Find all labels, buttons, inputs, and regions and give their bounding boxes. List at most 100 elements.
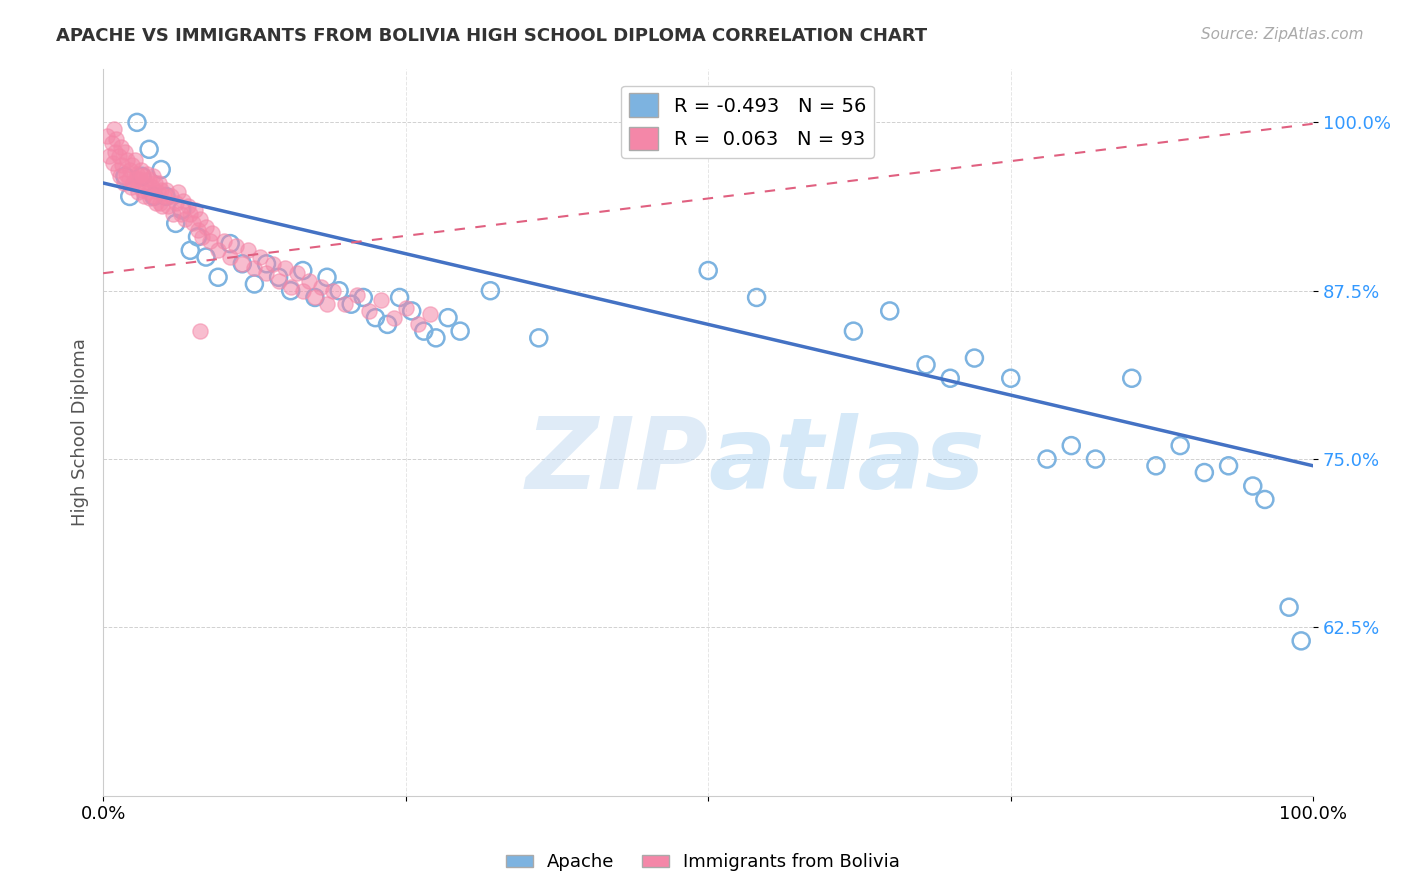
Text: APACHE VS IMMIGRANTS FROM BOLIVIA HIGH SCHOOL DIPLOMA CORRELATION CHART: APACHE VS IMMIGRANTS FROM BOLIVIA HIGH S… bbox=[56, 27, 928, 45]
Point bbox=[1241, 479, 1264, 493]
Point bbox=[105, 131, 128, 145]
Point bbox=[340, 297, 363, 311]
Point bbox=[280, 284, 302, 298]
Point bbox=[267, 270, 290, 285]
Point bbox=[103, 122, 125, 136]
Point bbox=[134, 176, 156, 190]
Point bbox=[212, 234, 235, 248]
Point bbox=[1060, 439, 1083, 453]
Point bbox=[309, 279, 332, 293]
Legend: Apache, Immigrants from Bolivia: Apache, Immigrants from Bolivia bbox=[499, 847, 907, 879]
Point bbox=[225, 239, 247, 253]
Point bbox=[125, 167, 148, 181]
Point bbox=[139, 191, 162, 205]
Point bbox=[382, 310, 405, 325]
Point bbox=[879, 304, 901, 318]
Point bbox=[169, 207, 191, 221]
Point bbox=[388, 290, 411, 304]
Point bbox=[141, 180, 163, 194]
Point bbox=[136, 186, 159, 200]
Point bbox=[219, 250, 242, 264]
Point bbox=[162, 207, 184, 221]
Point bbox=[155, 183, 177, 197]
Point bbox=[170, 202, 193, 217]
Point bbox=[207, 270, 229, 285]
Point bbox=[1144, 458, 1167, 473]
Point bbox=[117, 172, 139, 186]
Point bbox=[243, 277, 266, 291]
Point bbox=[1218, 458, 1240, 473]
Point bbox=[142, 189, 165, 203]
Point bbox=[114, 145, 136, 159]
Point bbox=[132, 169, 155, 184]
Point bbox=[145, 196, 167, 211]
Point bbox=[915, 358, 938, 372]
Point bbox=[125, 115, 148, 129]
Point bbox=[135, 167, 157, 181]
Point bbox=[148, 176, 170, 190]
Point bbox=[157, 199, 180, 213]
Point bbox=[333, 297, 356, 311]
Point bbox=[184, 202, 207, 217]
Point bbox=[160, 189, 183, 203]
Point bbox=[177, 199, 200, 213]
Point bbox=[231, 257, 253, 271]
Point bbox=[101, 156, 124, 170]
Point bbox=[377, 318, 399, 332]
Text: atlas: atlas bbox=[709, 413, 984, 509]
Point bbox=[195, 250, 218, 264]
Point bbox=[110, 139, 132, 153]
Point bbox=[1121, 371, 1143, 385]
Point bbox=[150, 183, 173, 197]
Point bbox=[98, 149, 121, 163]
Point bbox=[165, 216, 187, 230]
Point bbox=[118, 189, 141, 203]
Point bbox=[188, 324, 211, 338]
Point bbox=[131, 169, 153, 184]
Point bbox=[100, 136, 122, 150]
Point bbox=[146, 186, 169, 200]
Point bbox=[1278, 600, 1301, 615]
Point bbox=[262, 257, 284, 271]
Point bbox=[352, 290, 374, 304]
Point bbox=[370, 293, 392, 308]
Point bbox=[697, 263, 720, 277]
Y-axis label: High School Diploma: High School Diploma bbox=[72, 338, 89, 526]
Point bbox=[174, 212, 197, 227]
Point bbox=[425, 331, 447, 345]
Point bbox=[129, 162, 152, 177]
Point bbox=[155, 189, 177, 203]
Point bbox=[412, 324, 434, 338]
Point bbox=[172, 194, 194, 208]
Point bbox=[198, 234, 221, 248]
Point bbox=[149, 196, 172, 211]
Point bbox=[346, 287, 368, 301]
Point bbox=[285, 266, 308, 280]
Point bbox=[1036, 452, 1059, 467]
Point bbox=[195, 220, 218, 235]
Point bbox=[104, 145, 127, 159]
Point bbox=[181, 216, 204, 230]
Point bbox=[395, 301, 418, 316]
Point bbox=[231, 257, 253, 271]
Point bbox=[127, 186, 149, 200]
Point bbox=[842, 324, 865, 338]
Point bbox=[1254, 492, 1277, 507]
Point bbox=[267, 274, 290, 288]
Point bbox=[179, 244, 201, 258]
Point bbox=[122, 176, 145, 190]
Point bbox=[138, 172, 160, 186]
Point bbox=[112, 176, 135, 190]
Point bbox=[134, 189, 156, 203]
Point bbox=[138, 142, 160, 156]
Point bbox=[1168, 439, 1191, 453]
Point bbox=[479, 284, 502, 298]
Point bbox=[1289, 633, 1312, 648]
Point bbox=[1194, 466, 1216, 480]
Point bbox=[152, 189, 174, 203]
Point bbox=[96, 128, 118, 143]
Point bbox=[322, 284, 344, 298]
Point bbox=[115, 167, 138, 181]
Point bbox=[186, 223, 208, 237]
Legend: R = -0.493   N = 56, R =  0.063   N = 93: R = -0.493 N = 56, R = 0.063 N = 93 bbox=[621, 86, 873, 158]
